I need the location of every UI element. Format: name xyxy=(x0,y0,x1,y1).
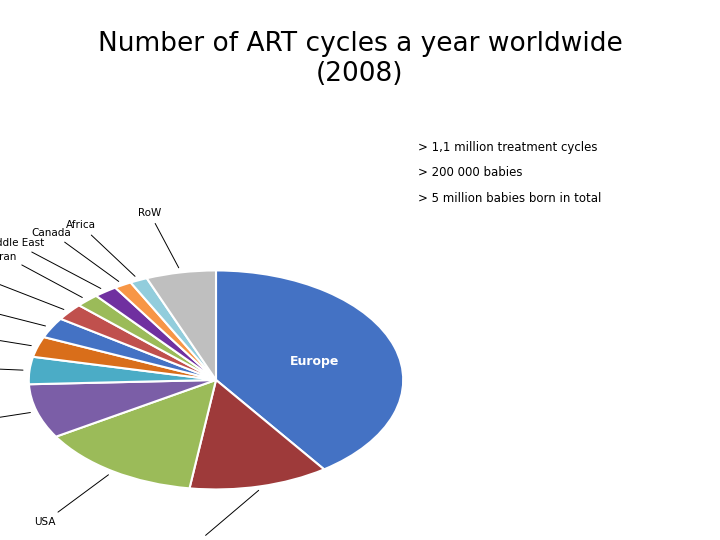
Wedge shape xyxy=(147,271,216,380)
Text: South
America: South America xyxy=(0,288,45,326)
Text: Africa: Africa xyxy=(66,220,135,276)
Text: China: China xyxy=(0,269,64,309)
Wedge shape xyxy=(29,357,216,384)
Text: Israel: Israel xyxy=(0,323,31,346)
Wedge shape xyxy=(130,278,216,380)
Text: Japan: Japan xyxy=(180,490,258,540)
Text: Number of ART cycles a year worldwide
(2008): Number of ART cycles a year worldwide (2… xyxy=(98,31,622,87)
Wedge shape xyxy=(189,380,324,489)
Text: RoW: RoW xyxy=(138,208,179,268)
Wedge shape xyxy=(79,296,216,380)
Text: Aus NZ: Aus NZ xyxy=(0,360,23,370)
Wedge shape xyxy=(115,282,216,380)
Wedge shape xyxy=(33,337,216,380)
Text: India: India xyxy=(0,413,30,434)
Text: USA: USA xyxy=(35,475,109,526)
Wedge shape xyxy=(96,288,216,380)
Wedge shape xyxy=(29,380,216,437)
Wedge shape xyxy=(60,305,216,380)
Text: Middle East: Middle East xyxy=(0,238,101,288)
Text: Europe: Europe xyxy=(289,355,339,368)
Text: Canada: Canada xyxy=(32,228,119,281)
Text: > 5 million babies born in total: > 5 million babies born in total xyxy=(418,192,602,205)
Text: > 1,1 million treatment cycles: > 1,1 million treatment cycles xyxy=(418,140,598,154)
Wedge shape xyxy=(44,319,216,380)
Text: Iran: Iran xyxy=(0,252,82,298)
Wedge shape xyxy=(56,380,216,488)
Wedge shape xyxy=(216,271,403,469)
Text: > 200 000 babies: > 200 000 babies xyxy=(418,166,523,179)
